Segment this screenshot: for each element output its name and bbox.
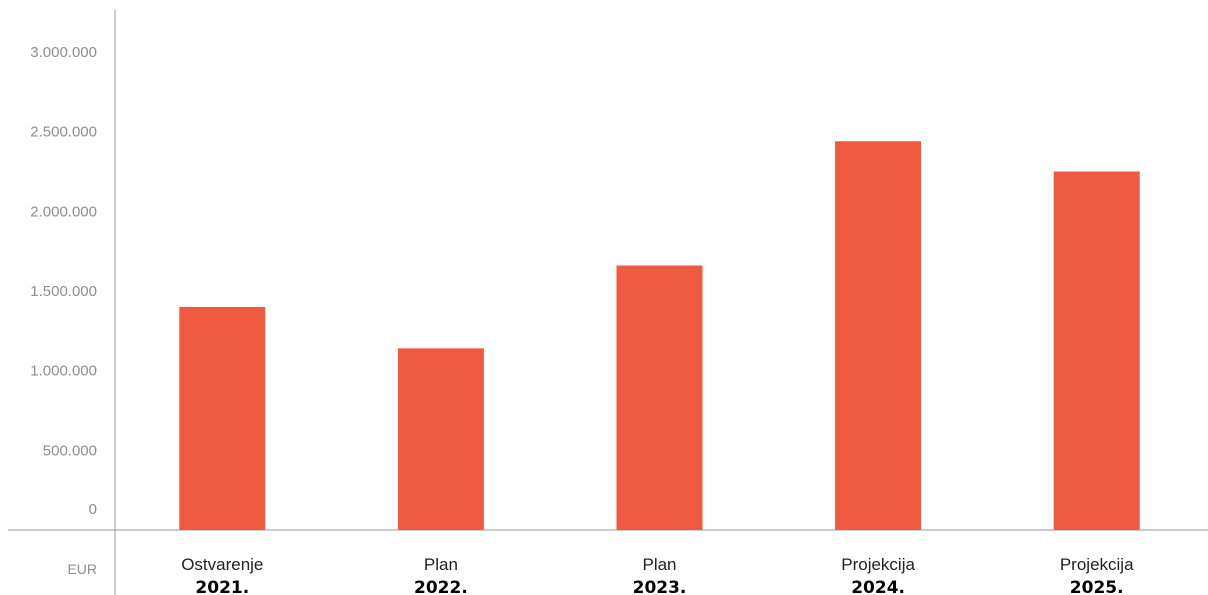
x-category-labels: Ostvarenje 2021. Plan 2022. Plan 2023. Projekc… [181, 555, 1134, 595]
x-category-label: Plan [642, 555, 676, 574]
x-category-label: Projekcija [841, 555, 915, 574]
x-year-label: 2025. [1070, 578, 1124, 595]
y-tick-label: 2.000.000 [30, 203, 97, 220]
x-year-label: 2022. [414, 578, 468, 595]
y-tick-label: 1.000.000 [30, 363, 97, 380]
y-tick-label: 0 [89, 501, 97, 518]
bar [179, 306, 266, 530]
bar [835, 141, 922, 530]
x-category-label: Ostvarenje [181, 555, 263, 574]
x-category-label: Plan [424, 555, 458, 574]
y-tick-label: 2.500.000 [30, 124, 97, 141]
y-tick-label: 3.000.000 [30, 44, 97, 61]
y-axis-unit-label: EUR [67, 561, 97, 577]
y-tick-label: 500.000 [43, 442, 97, 459]
x-year-label: 2024. [851, 578, 905, 595]
x-year-label: 2023. [633, 578, 687, 595]
y-tick-label: 1.500.000 [30, 283, 97, 300]
x-year-label: 2021. [195, 578, 249, 595]
x-category-label: Projekcija [1060, 555, 1134, 574]
y-tick-labels: 0 500.000 1.000.000 1.500.000 2.000.000 2.500… [30, 44, 97, 518]
bar [616, 265, 703, 530]
bars [179, 141, 1140, 530]
bar [397, 348, 484, 530]
bar [1053, 171, 1140, 530]
